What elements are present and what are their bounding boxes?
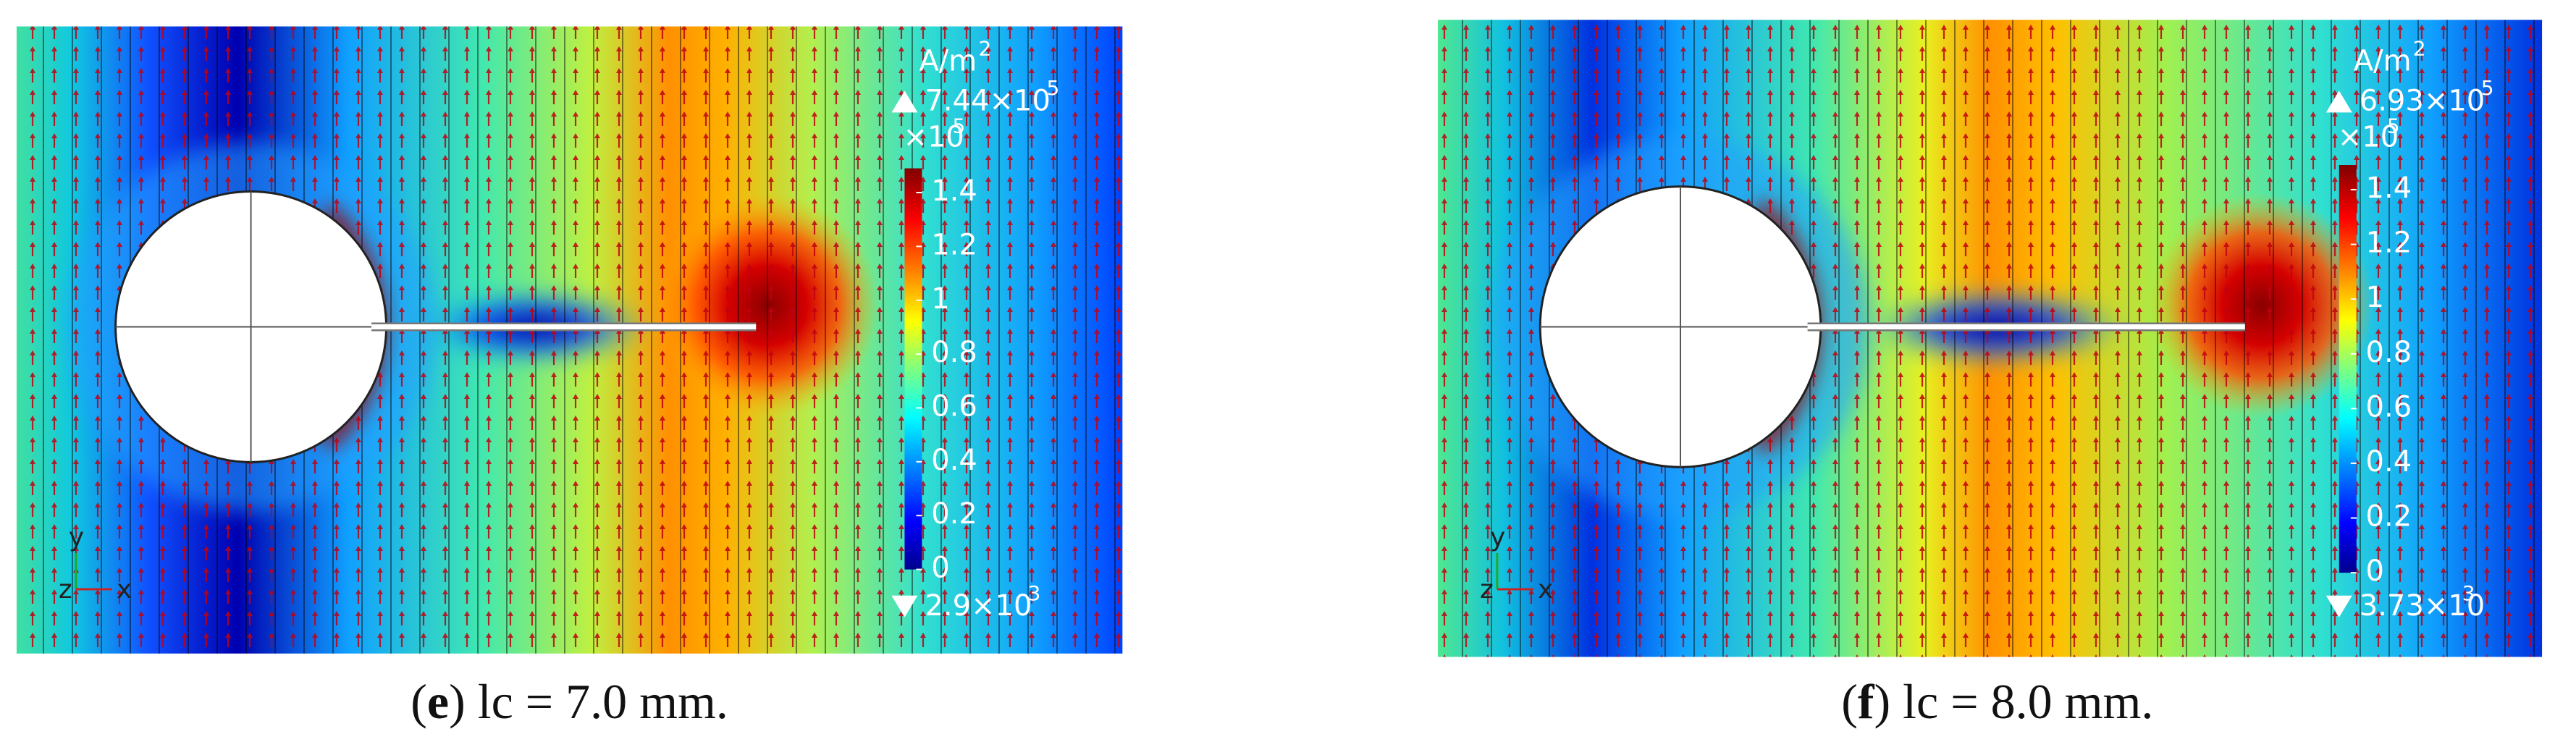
- caption-part: f: [1858, 673, 1875, 728]
- axis-x-label: x: [117, 575, 132, 604]
- colorbar-tick-label: 1.4: [931, 174, 977, 208]
- caption-part: ) lc = 7.0 mm.: [449, 673, 728, 728]
- colorbar: [2339, 165, 2357, 573]
- axis-y-label: y: [1490, 523, 1505, 552]
- min-label: 2.9×10: [925, 589, 1032, 623]
- multiplier: ×10: [903, 121, 964, 154]
- axis-z-label: z: [59, 575, 72, 604]
- colorbar-tick-label: 0.8: [2366, 336, 2412, 369]
- unit-label: A/m: [2354, 45, 2412, 78]
- unit-exponent: 2: [978, 36, 991, 60]
- unit-label: A/m: [919, 45, 977, 78]
- colorbar-tick-label: 1.2: [931, 228, 977, 261]
- min-exponent: 3: [2462, 581, 2475, 605]
- max-marker: [891, 90, 918, 113]
- max-label: 6.93×10: [2360, 84, 2485, 117]
- colorbar-tick-label: 1.2: [2366, 227, 2412, 260]
- caption-part: (: [411, 673, 427, 728]
- multiplier-exponent: 5: [952, 114, 965, 138]
- caption-part: e: [427, 673, 449, 728]
- colorbar: [904, 168, 922, 570]
- max-label: 7.44×10: [925, 84, 1050, 117]
- colorbar-tick-label: 0.8: [931, 336, 977, 369]
- colorbar-tick-label: 0: [931, 552, 949, 585]
- colorbar-tick-label: 0.2: [931, 497, 977, 531]
- axis-y-label: y: [69, 523, 84, 552]
- colorbar-tick-label: 0.4: [931, 444, 977, 477]
- caption-part: (: [1841, 673, 1858, 728]
- unit-exponent: 2: [2413, 36, 2426, 60]
- axis-x-label: x: [1538, 575, 1553, 604]
- max-exponent: 5: [1046, 76, 1059, 100]
- multiplier: ×10: [2338, 121, 2399, 154]
- caption: (f) lc = 8.0 mm.: [1841, 673, 2153, 728]
- min-label: 3.73×10: [2360, 589, 2485, 623]
- colorbar-tick-label: 0.4: [2366, 445, 2412, 478]
- panel: A/m 26.93×105×10500.20.40.60.811.21.43.73…: [1437, 20, 2543, 728]
- axis-z-label: z: [1480, 575, 1494, 604]
- min-marker: [891, 595, 918, 617]
- multiplier-exponent: 5: [2387, 114, 2400, 138]
- min-marker: [2325, 595, 2352, 617]
- max-marker: [2325, 90, 2352, 113]
- caption: (e) lc = 7.0 mm.: [411, 673, 728, 728]
- max-exponent: 5: [2481, 76, 2494, 100]
- colorbar-tick-label: 0.2: [2366, 500, 2412, 534]
- min-exponent: 3: [1027, 581, 1040, 605]
- panel: A/m 27.44×105×10500.20.40.60.811.21.42.9×…: [16, 26, 1123, 728]
- colorbar-tick-label: 0: [2366, 555, 2384, 588]
- field-plot: [1437, 20, 2543, 657]
- caption-part: ) lc = 8.0 mm.: [1874, 673, 2154, 728]
- colorbar-tick-label: 0.6: [2366, 390, 2412, 423]
- colorbar-tick-label: 0.6: [931, 389, 977, 423]
- field-plot: [16, 26, 1123, 654]
- colorbar-tick-label: 1.4: [2366, 172, 2412, 205]
- colorbar-tick-label: 1: [2366, 281, 2384, 314]
- colorbar-tick-label: 1: [931, 282, 949, 316]
